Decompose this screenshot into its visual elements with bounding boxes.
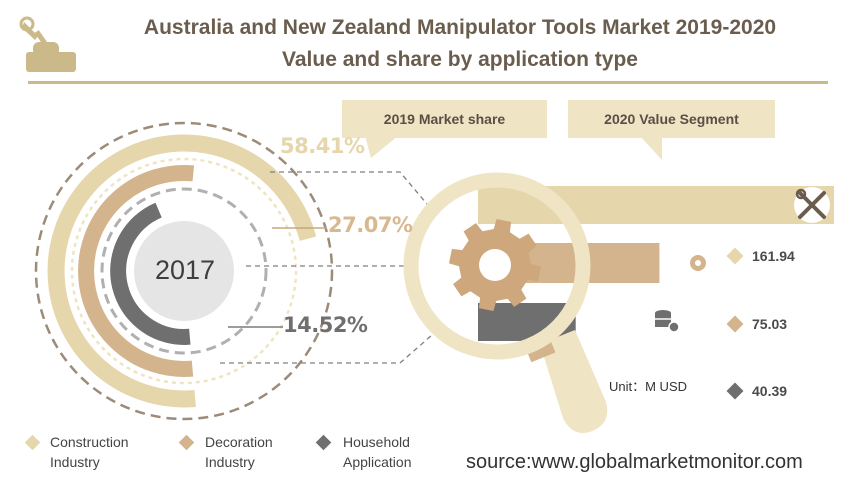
share-label-decoration: 27.07% bbox=[328, 213, 413, 237]
value-label-household: 40.39 bbox=[752, 383, 788, 399]
share-ring-dash-construction bbox=[34, 121, 334, 421]
diamond-decoration bbox=[726, 315, 744, 333]
value-label-decoration: 75.03 bbox=[752, 316, 788, 332]
legend-item-decoration: Decoration Industry bbox=[205, 432, 305, 472]
share-arc-decoration bbox=[78, 164, 195, 377]
chart-title: Australia and New Zealand Manipulator To… bbox=[143, 16, 777, 39]
legend-label-line2: Industry bbox=[205, 454, 255, 470]
year-label: 2017 bbox=[154, 255, 216, 285]
legend-diamond-household bbox=[315, 434, 332, 451]
diamond-household bbox=[726, 382, 744, 400]
bubble-2020-value-segment: 2020 Value Segment bbox=[568, 100, 775, 138]
legend-label-line1: Household bbox=[343, 434, 410, 450]
gear-icon bbox=[683, 248, 713, 278]
tools-icon bbox=[794, 187, 830, 223]
bubble-tail-2019 bbox=[365, 136, 398, 158]
chart-subtitle: Value and share by application type bbox=[282, 48, 638, 71]
gear-icon bbox=[449, 219, 541, 311]
share-ring-dash-household bbox=[100, 187, 268, 355]
share-ring-dash-decoration bbox=[70, 157, 298, 385]
legend-label-line2: Industry bbox=[50, 454, 100, 470]
hand-wrench-icon bbox=[19, 16, 76, 72]
share-rings bbox=[34, 121, 334, 421]
bubble-2019-market-share: 2019 Market share bbox=[342, 100, 547, 138]
share-label-household: 14.52% bbox=[283, 313, 368, 337]
legend-label-line1: Construction bbox=[50, 434, 129, 450]
title-rule bbox=[28, 81, 828, 84]
share-arc-construction bbox=[47, 134, 317, 408]
year-circle bbox=[134, 221, 234, 321]
unit-label: Unit：M USD bbox=[609, 379, 688, 394]
legend-item-construction: Construction Industry bbox=[50, 432, 170, 472]
gear-icon-hole bbox=[479, 249, 511, 281]
bubble-tail-2020 bbox=[640, 136, 662, 160]
database-gear-icon bbox=[651, 305, 685, 339]
diamond-construction bbox=[726, 247, 744, 265]
legend-diamond-construction bbox=[24, 434, 41, 451]
source-label: source:www.globalmarketmonitor.com bbox=[466, 451, 803, 473]
legend-item-household: Household Application bbox=[343, 432, 453, 472]
value-label-construction: 161.94 bbox=[752, 248, 795, 264]
share-label-construction: 58.41% bbox=[280, 134, 365, 158]
share-arc-household bbox=[110, 202, 191, 345]
leader-lines bbox=[220, 171, 433, 364]
legend-label-line2: Application bbox=[343, 454, 412, 470]
magnifier-icon bbox=[403, 172, 608, 434]
legend-diamond-decoration bbox=[178, 434, 195, 451]
legend-label-line1: Decoration bbox=[205, 434, 273, 450]
